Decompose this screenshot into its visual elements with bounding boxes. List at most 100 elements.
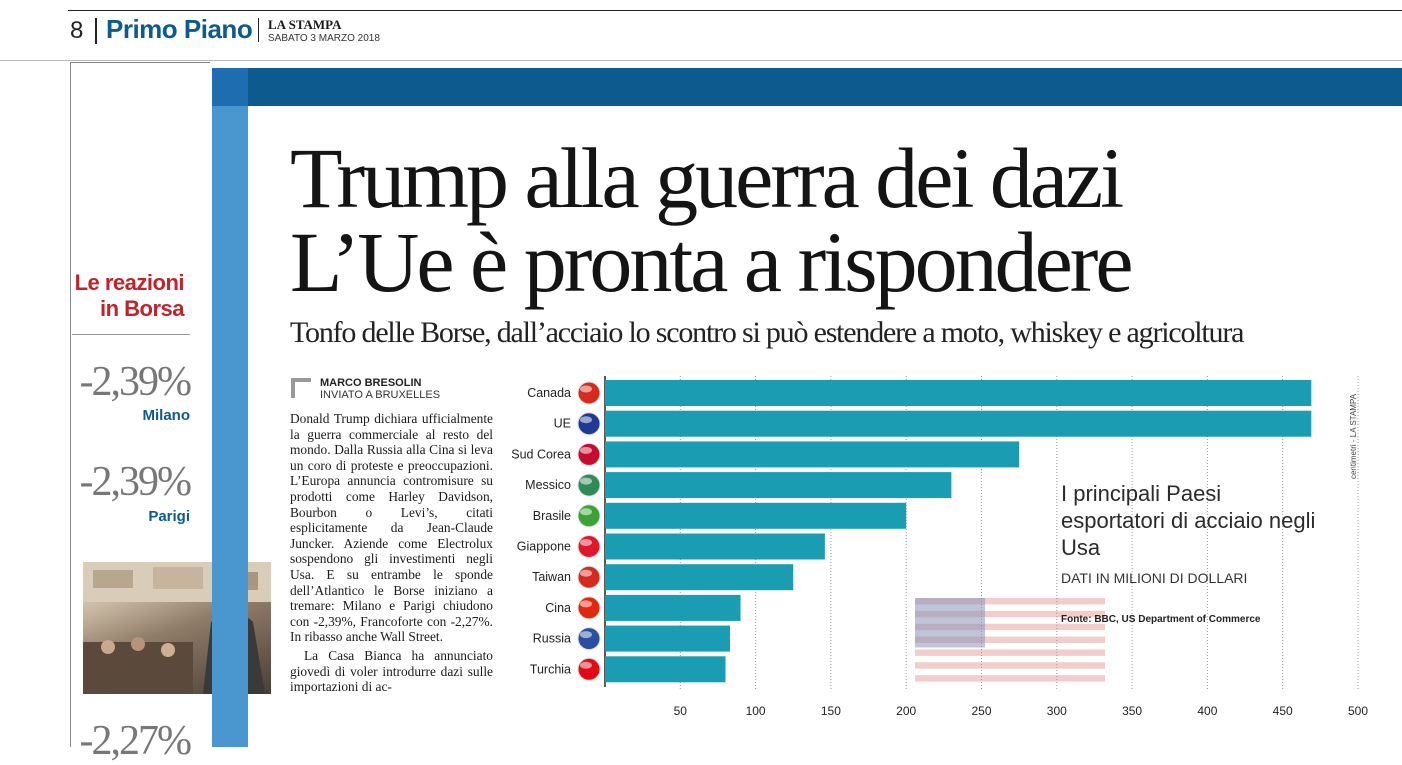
chart-bar [605, 533, 825, 560]
header-separator-2 [258, 18, 259, 42]
chart-tick-label: 100 [746, 704, 766, 718]
chart-category-label: Sud Corea [511, 447, 571, 461]
flag-icon-gloss [580, 631, 592, 639]
chart-tick-label: 250 [971, 704, 991, 718]
flag-canton [915, 598, 985, 648]
chart-tick-labels: 50 100 150 200 250 300 350 400 450 500 [674, 704, 1369, 718]
chart-svg: Canada UE Sud Corea Messico Brasile Giappone T… [511, 376, 1369, 718]
chart-category-label: Taiwan [532, 570, 571, 584]
chart-category-label: Canada [527, 386, 571, 400]
chart-tick-label: 500 [1348, 704, 1368, 718]
flag-stripe [915, 598, 1105, 605]
headline-line2: L’Ue è pronta a rispondere [290, 214, 1134, 310]
chart-bar [605, 594, 741, 621]
flag-stripe [915, 649, 1105, 656]
decorative-horizontal-bar [248, 68, 1402, 106]
flag-icon-gloss [580, 539, 592, 546]
decorative-vertical-bar-top [212, 68, 248, 106]
country-flag-icon [577, 504, 601, 528]
chart-credit: centimetri - LA STAMPA [1349, 380, 1373, 500]
newspaper-name: LA STAMPA [268, 17, 342, 32]
us-flag-background [915, 598, 1105, 682]
chart-category-label: UE [554, 417, 571, 431]
chart-bar [605, 441, 1020, 468]
sidebar-frame-top [70, 62, 210, 63]
chart-tick-label: 400 [1197, 704, 1217, 718]
page-number: 8 [70, 17, 84, 44]
chart-subtitle: DATI IN MILIONI DI DOLLARI [1061, 570, 1248, 586]
country-flag-icon [577, 412, 601, 436]
country-flag-icon [577, 657, 601, 681]
chart-title: I principali Paesi esportatori di acciai… [1061, 481, 1316, 560]
section-title: Primo Piano [106, 14, 253, 44]
country-flag-icon [577, 535, 601, 558]
country-flag-icon [577, 565, 601, 589]
chart-category-label: Giappone [517, 540, 571, 554]
country-flag-icon [577, 596, 601, 620]
chart-category-label: Turchia [530, 662, 571, 676]
sidebar-title-line1: Le reazioni [74, 270, 185, 295]
market-city-milano: Milano [142, 407, 191, 424]
flag-stripe [915, 675, 1105, 682]
flag-icon-gloss [580, 661, 592, 669]
header-bottom-rule [0, 60, 1402, 61]
chart-source-label: Fonte: [1061, 614, 1092, 625]
headline: Trump alla guerra dei dazi L’Ue è pronta… [290, 130, 1134, 310]
market-change-francoforte: -2,27% [79, 718, 192, 764]
chart-bar [605, 656, 726, 683]
sidebar-title-line2: in Borsa [99, 296, 185, 321]
subheadline: Tonfo delle Borse, dall’acciaio lo scont… [290, 316, 1244, 349]
article-paragraph-2: La Casa Bianca ha annunciato giovedì di … [290, 647, 493, 695]
chart-bars [605, 380, 1312, 683]
steel-exports-chart: Canada UE Sud Corea Messico Brasile Giappone T… [500, 370, 1402, 747]
flag-icon-gloss [580, 416, 592, 424]
byline-corner-mark [291, 378, 311, 398]
chart-bar [605, 625, 730, 652]
issue-date: SABATO 3 MARZO 2018 [268, 33, 380, 44]
header-separator [95, 18, 97, 44]
flag-icon-gloss [580, 477, 592, 485]
flag-icon-gloss [580, 600, 592, 608]
chart-source: Fonte: BBC, US Department of Commerce [1061, 614, 1260, 625]
country-flag-icon [577, 627, 601, 651]
chart-tick-label: 450 [1273, 704, 1293, 718]
author-name: MARCO BRESOLIN [320, 377, 422, 389]
chart-bar [605, 410, 1312, 437]
flag-stripe [915, 662, 1105, 669]
author-role: INVIATO A BRUXELLES [320, 389, 441, 401]
chart-bar [605, 502, 907, 529]
chart-category-label: Cina [545, 601, 571, 615]
chart-source-text: BBC, US Department of Commerce [1094, 614, 1261, 625]
decorative-vertical-bar [212, 68, 248, 747]
flag-icon-gloss [580, 446, 592, 454]
chart-category-label: Russia [533, 632, 571, 646]
country-flag-icon [577, 381, 601, 405]
chart-tick-label: 350 [1122, 704, 1142, 718]
sidebar-frame-left [70, 62, 71, 747]
chart-bar [605, 564, 794, 591]
chart-tick-label: 50 [674, 704, 688, 718]
country-flag-icon [577, 442, 601, 466]
flag-icon-gloss [580, 569, 592, 577]
country-flag-icon [577, 473, 601, 497]
headline-line1: Trump alla guerra dei dazi [290, 130, 1124, 226]
flag-icon-gloss [580, 385, 592, 393]
flag-icon-gloss [580, 508, 592, 516]
chart-bar [605, 380, 1312, 406]
chart-category-labels: Canada UE Sud Corea Messico Brasile Giappone T… [511, 381, 601, 681]
chart-tick-label: 300 [1047, 704, 1067, 718]
sidebar-title: Le reazioni in Borsa [72, 270, 185, 322]
article-paragraph-1: Donald Trump dichiara ufficialmente la g… [290, 411, 493, 645]
sidebar-rule [72, 334, 190, 335]
chart-tick-label: 200 [896, 704, 916, 718]
chart-category-label: Brasile [533, 509, 571, 523]
market-change-milano: -2,39% [79, 359, 192, 405]
flag-stripe [915, 610, 1105, 618]
chart-tick-label: 150 [821, 704, 841, 718]
article-body: Donald Trump dichiara ufficialmente la g… [290, 411, 493, 695]
chart-bar [605, 472, 952, 499]
market-city-parigi: Parigi [148, 508, 190, 525]
top-rule [68, 10, 1402, 11]
flag-stripe [915, 636, 1105, 643]
flag-stripe [915, 623, 1105, 631]
